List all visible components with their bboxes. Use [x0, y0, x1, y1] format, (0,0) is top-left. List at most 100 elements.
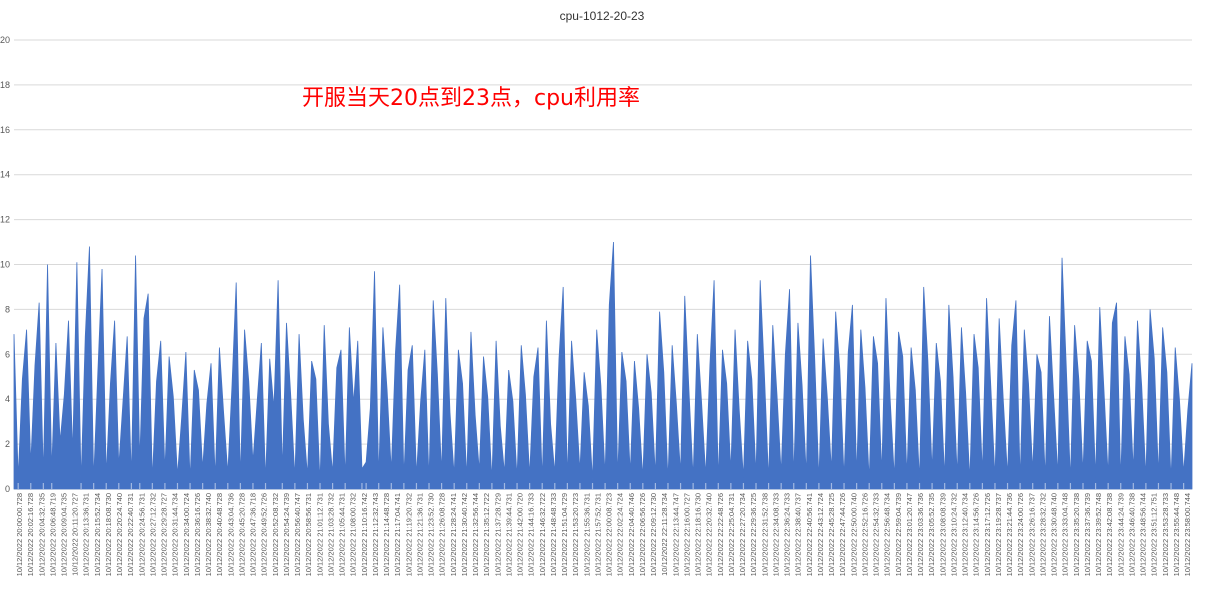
baseline-gap [692, 483, 694, 489]
x-tick-label: 10/12/2022 20:56:40.747 [293, 493, 302, 576]
baseline-gap [415, 483, 418, 489]
x-tick-label: 10/12/2022 22:59:04.739 [894, 493, 903, 576]
y-tick-label: 0 [5, 484, 10, 494]
x-tick-label: 10/12/2022 22:27:20.734 [738, 493, 747, 576]
baseline-gap [306, 483, 309, 489]
baseline-gap [604, 483, 606, 489]
x-tick-label: 10/12/2022 23:12:40.734 [961, 493, 970, 576]
x-tick-label: 10/12/2022 22:00:08.723 [605, 493, 614, 576]
y-tick-label: 2 [5, 439, 10, 449]
baseline-gap [1183, 483, 1185, 489]
x-tick-label: 10/12/2022 22:22:48.726 [716, 493, 725, 576]
y-tick-label: 12 [0, 215, 10, 225]
baseline-gap [1157, 483, 1160, 489]
x-tick-label: 10/12/2022 23:14:56.726 [972, 493, 981, 576]
x-tick-label: 10/12/2022 23:35:20.738 [1072, 493, 1081, 576]
baseline-gap [491, 483, 493, 489]
baseline-gap [42, 483, 44, 489]
baseline-gap [1069, 483, 1072, 489]
x-tick-label: 10/12/2022 22:11:28.734 [660, 493, 669, 576]
y-tick-label: 10 [0, 260, 10, 270]
x-tick-label: 10/12/2022 20:38:32.740 [204, 493, 213, 576]
baseline-gap [441, 483, 443, 489]
baseline-gap [118, 483, 120, 489]
x-tick-label: 10/12/2022 21:01:12.731 [315, 493, 324, 576]
x-tick-label: 10/12/2022 22:45:28.725 [827, 493, 836, 576]
baseline-gap [80, 483, 82, 489]
baseline-gap [202, 483, 204, 489]
x-tick-label: 10/12/2022 22:04:40.746 [627, 493, 636, 576]
x-tick-label: 10/12/2022 20:18:08.730 [104, 493, 113, 576]
x-tick-label: 10/12/2022 23:21:44.736 [1005, 493, 1014, 576]
x-tick-label: 10/12/2022 21:08:00.732 [349, 493, 358, 576]
baseline-gap [51, 483, 53, 489]
baseline-gap [378, 483, 380, 489]
x-tick-label: 10/12/2022 23:30:48.740 [1050, 493, 1059, 576]
y-tick-label: 16 [0, 125, 10, 135]
x-tick-label: 10/12/2022 22:09:12.730 [649, 493, 658, 576]
baseline-gap [176, 483, 179, 489]
baseline-gap [130, 483, 132, 489]
y-tick-label: 6 [5, 349, 10, 359]
chart-annotation: 开服当天20点到23点，cpu利用率 [302, 86, 640, 111]
x-tick-label: 10/12/2022 22:40:56.741 [805, 493, 814, 576]
x-tick-label: 10/12/2022 23:44:24.739 [1116, 493, 1125, 576]
x-tick-label: 10/12/2022 22:25:04.731 [727, 493, 736, 576]
x-tick-label: 10/12/2022 21:42:00.720 [516, 493, 525, 576]
x-tick-label: 10/12/2022 21:46:32.722 [538, 493, 547, 576]
x-tick-label: 10/12/2022 20:02:16.728 [26, 493, 35, 576]
baseline-gap [830, 483, 833, 489]
x-tick-label: 10/12/2022 22:18:16.730 [694, 493, 703, 576]
x-tick-label: 10/12/2022 23:46:40.738 [1127, 493, 1136, 576]
baseline-gap [294, 483, 296, 489]
x-tick-label: 10/12/2022 20:43:04.736 [226, 493, 235, 576]
x-tick-label: 10/12/2022 20:09:04.735 [60, 493, 69, 576]
baseline-gap [361, 483, 363, 489]
x-tick-label: 10/12/2022 22:54:32.733 [872, 493, 881, 576]
baseline-gap [93, 483, 95, 489]
x-tick-label: 10/12/2022 23:42:08.738 [1105, 493, 1114, 576]
x-tick-label: 10/12/2022 22:36:24.733 [783, 493, 792, 576]
baseline-gap [818, 483, 820, 489]
x-tick-label: 10/12/2022 21:26:08.728 [438, 493, 447, 576]
baseline-gap [365, 483, 367, 489]
baseline-gap [541, 483, 543, 489]
x-tick-label: 10/12/2022 20:27:12.732 [148, 493, 157, 576]
y-axis-ticks: 0 2 4 6 8 10 12 14 16 18 20 [0, 35, 10, 494]
baseline-gap [227, 483, 229, 489]
baseline-gap [654, 483, 656, 489]
x-tick-label: 10/12/2022 21:44:16.733 [527, 493, 536, 576]
chart-title: cpu-1012-20-23 [560, 9, 645, 23]
x-tick-label: 10/12/2022 21:57:52.731 [593, 493, 602, 576]
baseline-gap [705, 483, 707, 489]
x-tick-label: 10/12/2022 21:10:16.742 [360, 493, 369, 576]
y-tick-label: 4 [5, 394, 10, 404]
x-tick-label: 10/12/2022 21:19:20.732 [404, 493, 413, 576]
baseline-gap [554, 483, 556, 489]
x-tick-label: 10/12/2022 21:23:52.730 [427, 493, 436, 576]
x-tick-label: 10/12/2022 22:47:44.726 [838, 493, 847, 576]
x-tick-label: 10/12/2022 23:19:28.737 [994, 493, 1003, 576]
baseline-gap [17, 483, 19, 489]
x-tick-label: 10/12/2022 20:11:20.727 [71, 493, 80, 576]
baseline-gap [868, 483, 870, 489]
x-tick-label: 10/12/2022 21:48:48.733 [549, 493, 558, 576]
x-tick-label: 10/12/2022 21:39:44.731 [504, 493, 513, 576]
y-tick-label: 18 [0, 80, 10, 90]
x-tick-label: 10/12/2022 21:21:36.731 [415, 493, 424, 576]
x-tick-label: 10/12/2022 21:51:04.729 [560, 493, 569, 576]
baseline-gap [164, 483, 166, 489]
baseline-gap [390, 483, 392, 489]
x-tick-label: 10/12/2022 20:00:00.728 [15, 493, 24, 576]
baseline-gap [1107, 483, 1109, 489]
baseline-gap [1120, 483, 1122, 489]
baseline-gap [189, 483, 191, 489]
cpu-series-area [13, 242, 1193, 490]
baseline-gap [717, 483, 719, 489]
x-tick-label: 10/12/2022 22:56:48.734 [883, 493, 892, 576]
baseline-gap [918, 483, 921, 489]
baseline-gap [579, 483, 581, 489]
x-tick-label: 10/12/2022 22:34:08.733 [771, 493, 780, 576]
baseline-gap [767, 483, 770, 489]
x-tick-label: 10/12/2022 20:06:48.719 [48, 493, 57, 576]
